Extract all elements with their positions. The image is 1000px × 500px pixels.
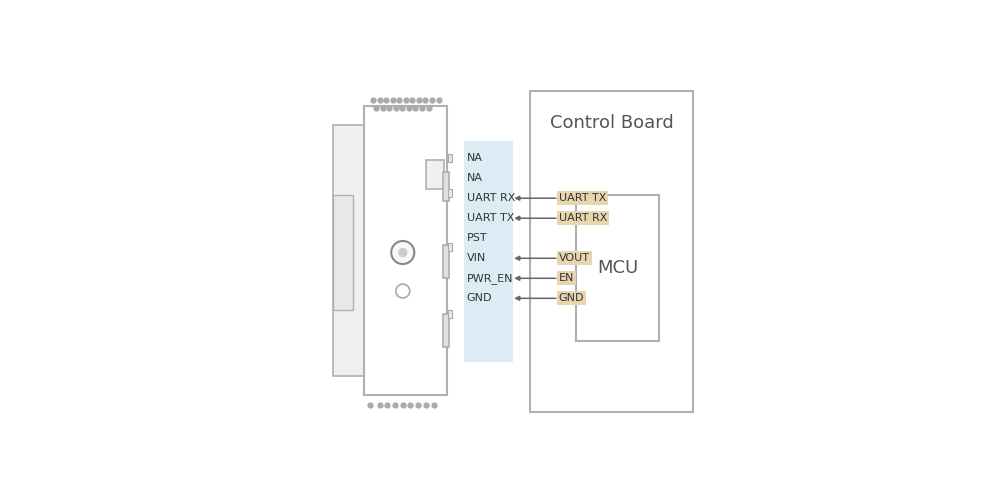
Circle shape (391, 241, 414, 264)
Bar (464, 141, 513, 362)
Text: Control Board: Control Board (550, 114, 673, 132)
Circle shape (396, 284, 410, 298)
Text: PWR_EN: PWR_EN (467, 273, 513, 283)
Bar (448, 310, 452, 318)
Text: VOUT: VOUT (559, 254, 590, 264)
Text: MCU: MCU (597, 259, 638, 277)
Bar (443, 245, 449, 278)
Text: UART RX: UART RX (559, 213, 607, 223)
Bar (364, 106, 447, 395)
Bar (448, 189, 452, 196)
Bar (426, 160, 444, 189)
Text: UART RX: UART RX (467, 193, 515, 203)
Bar (576, 194, 659, 341)
Text: NA: NA (467, 173, 483, 183)
Bar (333, 194, 353, 310)
Bar (333, 126, 364, 376)
Bar (448, 154, 452, 162)
Text: UART TX: UART TX (559, 193, 606, 203)
Text: UART TX: UART TX (467, 213, 514, 223)
Text: NA: NA (467, 153, 483, 163)
Text: VIN: VIN (467, 254, 486, 264)
Bar (443, 172, 449, 200)
Text: GND: GND (559, 294, 584, 304)
Bar (448, 243, 452, 250)
Bar (443, 314, 449, 347)
Text: EN: EN (559, 274, 574, 283)
Bar (530, 91, 693, 412)
Circle shape (398, 248, 407, 257)
Text: GND: GND (467, 294, 492, 304)
Text: PST: PST (467, 234, 487, 243)
